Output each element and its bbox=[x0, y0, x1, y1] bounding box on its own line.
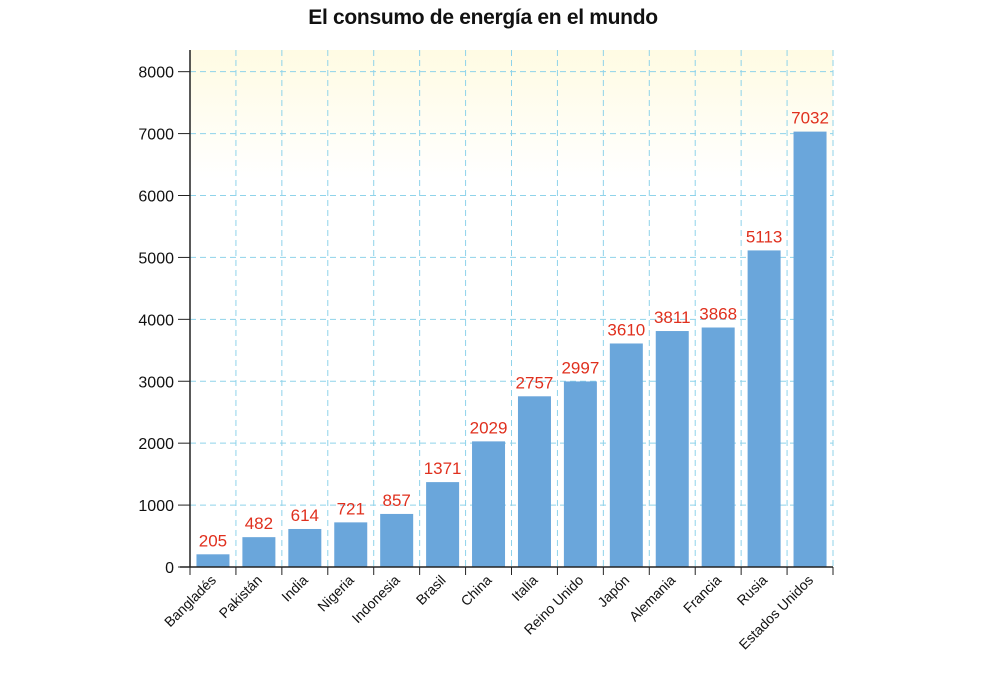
data-label: 205 bbox=[199, 531, 227, 550]
data-label: 3610 bbox=[607, 320, 645, 339]
bar bbox=[380, 513, 414, 567]
y-axis-ticks: 0 1000 2000 3000 4000 5000 6000 7000 8000 bbox=[138, 65, 190, 577]
x-tick-label: Rusia bbox=[734, 572, 771, 609]
axes bbox=[180, 50, 834, 575]
bar bbox=[242, 537, 276, 567]
y-tick-label: 1000 bbox=[138, 498, 174, 515]
bar bbox=[747, 250, 781, 567]
data-label: 721 bbox=[337, 499, 365, 518]
data-label: 2997 bbox=[561, 358, 599, 377]
x-tick-label: Pakistán bbox=[216, 572, 265, 621]
data-label: 2029 bbox=[470, 418, 508, 437]
x-tick-label: India bbox=[278, 572, 311, 605]
x-tick-label: Francia bbox=[680, 572, 724, 616]
y-tick-label: 4000 bbox=[138, 312, 174, 329]
bar bbox=[288, 528, 322, 567]
data-label: 482 bbox=[245, 514, 273, 533]
data-label: 1371 bbox=[424, 459, 462, 478]
x-tick-label: Alemania bbox=[626, 572, 679, 625]
data-label: 857 bbox=[382, 491, 410, 510]
x-tick-label: China bbox=[457, 572, 494, 609]
data-label: 7032 bbox=[791, 109, 829, 128]
bar bbox=[472, 441, 506, 567]
x-tick-label: Japón bbox=[594, 572, 632, 610]
x-tick-label: Italia bbox=[508, 572, 540, 604]
bar bbox=[701, 327, 735, 567]
bar bbox=[793, 131, 827, 567]
y-tick-label: 5000 bbox=[138, 250, 174, 267]
x-tick-label: Brasil bbox=[413, 572, 449, 608]
bar bbox=[517, 396, 551, 567]
bars bbox=[196, 131, 827, 567]
bar bbox=[426, 482, 460, 567]
y-tick-label: 3000 bbox=[138, 374, 174, 391]
y-tick-label: 7000 bbox=[138, 127, 174, 144]
bar bbox=[196, 554, 230, 567]
y-tick-label: 2000 bbox=[138, 436, 174, 453]
data-label: 3868 bbox=[699, 305, 737, 324]
data-label: 3811 bbox=[654, 308, 691, 327]
x-tick-label: Bangladés bbox=[161, 572, 219, 630]
data-labels: 205 482 614 721 857 1371 2029 2757 2997 3610 3811 3… bbox=[199, 109, 829, 551]
bar bbox=[334, 522, 368, 567]
chart-title: El consumo de energía en el mundo bbox=[308, 6, 658, 29]
y-tick-label: 0 bbox=[165, 560, 174, 577]
bar bbox=[655, 331, 689, 567]
data-label: 614 bbox=[291, 506, 319, 525]
x-tick-label: Indonesia bbox=[349, 572, 403, 626]
bar bbox=[609, 343, 643, 567]
x-tick-label: Nigeria bbox=[314, 572, 357, 615]
y-tick-label: 6000 bbox=[138, 189, 174, 206]
data-label: 5113 bbox=[746, 227, 783, 246]
data-label: 2757 bbox=[516, 373, 554, 392]
bar bbox=[563, 381, 597, 567]
y-tick-label: 8000 bbox=[138, 65, 174, 82]
